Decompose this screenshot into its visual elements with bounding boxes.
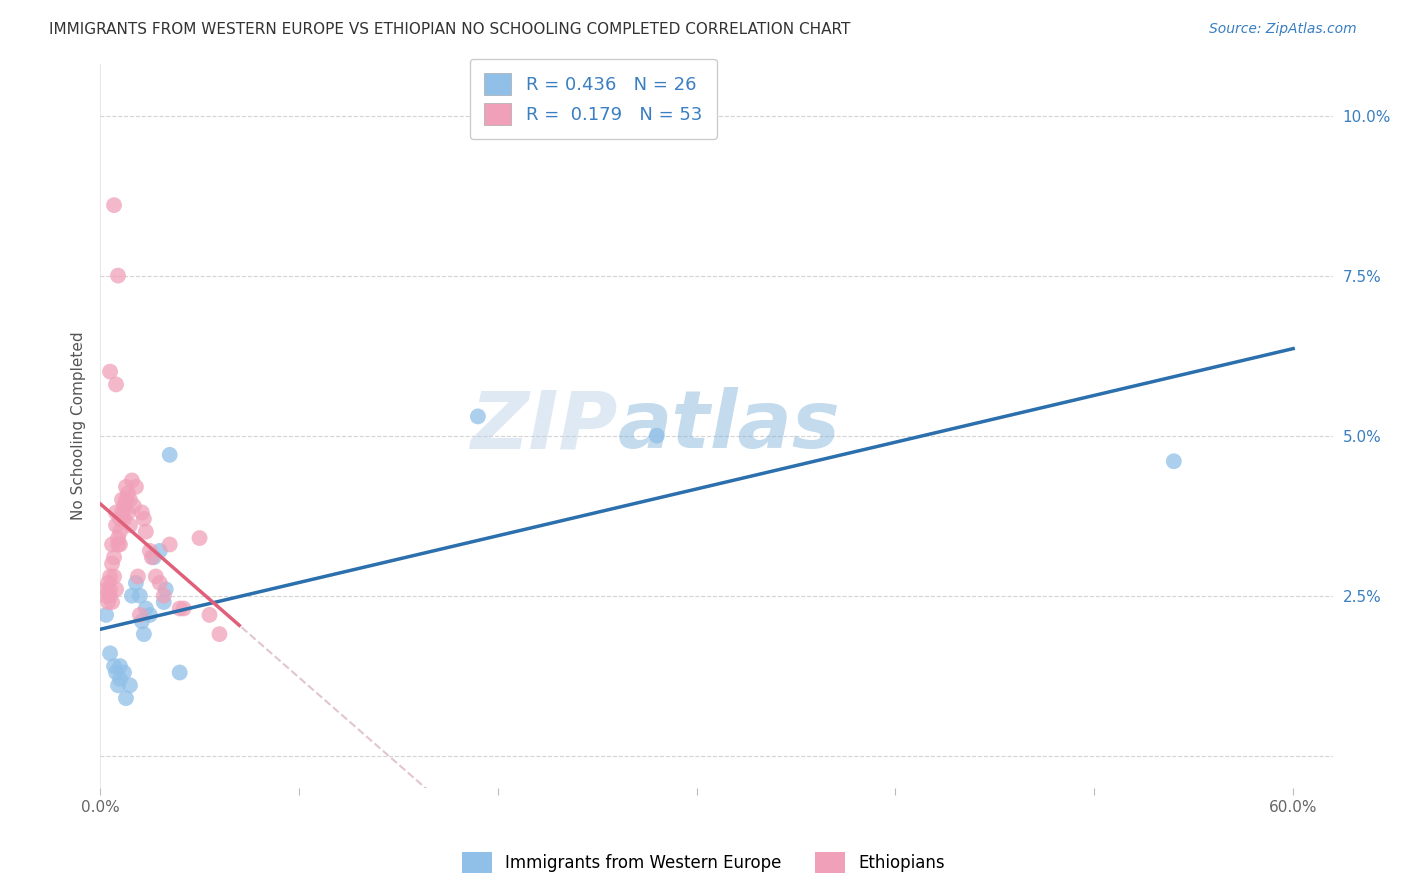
Point xyxy=(142,550,165,565)
Point xyxy=(132,512,155,526)
Point xyxy=(169,665,191,680)
Point xyxy=(108,524,131,539)
Point xyxy=(107,678,129,692)
Point xyxy=(1163,454,1185,468)
Point xyxy=(645,428,668,442)
Point xyxy=(94,582,117,597)
Text: atlas: atlas xyxy=(617,387,841,465)
Y-axis label: No Schooling Completed: No Schooling Completed xyxy=(72,332,86,520)
Point xyxy=(107,537,129,551)
Point xyxy=(103,569,125,583)
Point xyxy=(127,569,149,583)
Point xyxy=(107,268,129,283)
Point xyxy=(101,557,124,571)
Point xyxy=(135,524,157,539)
Point xyxy=(94,607,117,622)
Point xyxy=(97,595,120,609)
Point xyxy=(132,627,155,641)
Point xyxy=(108,512,131,526)
Point xyxy=(98,582,121,597)
Point xyxy=(115,480,138,494)
Point xyxy=(467,409,489,424)
Text: ZIP: ZIP xyxy=(471,387,617,465)
Point xyxy=(105,582,128,597)
Point xyxy=(131,615,153,629)
Point xyxy=(149,544,172,558)
Point xyxy=(103,198,125,212)
Point xyxy=(198,607,221,622)
Point xyxy=(125,575,148,590)
Point xyxy=(111,506,134,520)
Point xyxy=(98,589,121,603)
Point xyxy=(128,607,150,622)
Point xyxy=(188,531,211,545)
Point xyxy=(118,492,141,507)
Point xyxy=(145,569,167,583)
Point xyxy=(159,448,181,462)
Point xyxy=(111,492,134,507)
Point xyxy=(98,365,121,379)
Point xyxy=(139,607,162,622)
Point xyxy=(121,474,143,488)
Point xyxy=(159,537,181,551)
Point xyxy=(131,506,153,520)
Point xyxy=(115,691,138,706)
Point xyxy=(122,499,145,513)
Point xyxy=(108,537,131,551)
Point xyxy=(105,506,128,520)
Point xyxy=(103,659,125,673)
Point xyxy=(112,665,135,680)
Point xyxy=(103,550,125,565)
Point xyxy=(98,569,121,583)
Point xyxy=(112,499,135,513)
Point xyxy=(125,480,148,494)
Point xyxy=(117,506,139,520)
Point xyxy=(152,589,174,603)
Point xyxy=(169,601,191,615)
Point xyxy=(121,589,143,603)
Point xyxy=(107,531,129,545)
Point xyxy=(105,377,128,392)
Point xyxy=(152,595,174,609)
Point xyxy=(94,589,117,603)
Point xyxy=(118,518,141,533)
Point xyxy=(117,486,139,500)
Point xyxy=(173,601,195,615)
Point xyxy=(105,518,128,533)
Point xyxy=(101,537,124,551)
Text: IMMIGRANTS FROM WESTERN EUROPE VS ETHIOPIAN NO SCHOOLING COMPLETED CORRELATION C: IMMIGRANTS FROM WESTERN EUROPE VS ETHIOP… xyxy=(49,22,851,37)
Point xyxy=(98,646,121,660)
Point xyxy=(101,595,124,609)
Point xyxy=(149,575,172,590)
Point xyxy=(141,550,163,565)
Point xyxy=(128,589,150,603)
Point xyxy=(208,627,231,641)
Legend: R = 0.436   N = 26, R =  0.179   N = 53: R = 0.436 N = 26, R = 0.179 N = 53 xyxy=(470,59,717,139)
Point xyxy=(112,512,135,526)
Point xyxy=(105,665,128,680)
Point xyxy=(135,601,157,615)
Point xyxy=(118,678,141,692)
Point xyxy=(155,582,177,597)
Point xyxy=(115,492,138,507)
Point xyxy=(97,575,120,590)
Legend: Immigrants from Western Europe, Ethiopians: Immigrants from Western Europe, Ethiopia… xyxy=(454,846,952,880)
Point xyxy=(108,659,131,673)
Point xyxy=(139,544,162,558)
Text: Source: ZipAtlas.com: Source: ZipAtlas.com xyxy=(1209,22,1357,37)
Point xyxy=(108,672,131,686)
